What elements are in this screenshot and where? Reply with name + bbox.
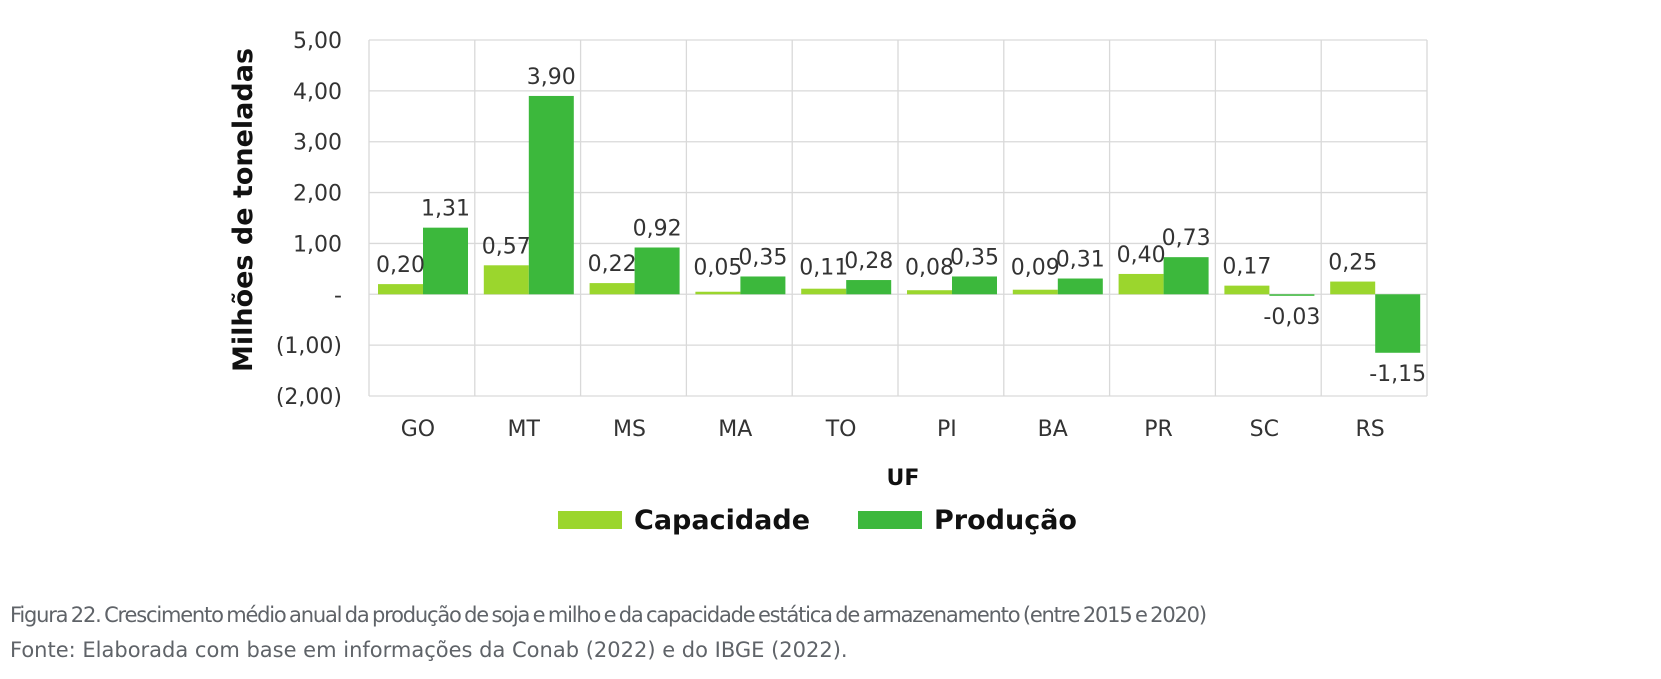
y-tick-label: 4,00 [293, 80, 342, 105]
x-tick-label: PI [937, 417, 957, 442]
x-tick-label: GO [401, 417, 435, 442]
x-tick-label: MS [613, 417, 646, 442]
y-tick-label: 5,00 [293, 29, 342, 54]
y-tick-label: - [334, 283, 342, 308]
bar-value-label: 0,09 [1011, 255, 1060, 280]
bar-value-label: 0,35 [950, 245, 999, 270]
bar-capacidade-ma [695, 291, 741, 295]
bar-value-label: 0,20 [376, 253, 425, 278]
bar-capacidade-ba [1012, 289, 1058, 295]
x-tick-label: RS [1355, 417, 1384, 442]
x-axis-label: UF [887, 466, 920, 491]
bar-produo-sc [1269, 294, 1315, 296]
x-tick-label: MA [718, 417, 752, 442]
bar-produo-ma [740, 276, 786, 295]
bar-value-label: 0,28 [844, 249, 893, 274]
x-tick-label: PR [1144, 417, 1173, 442]
legend: Capacidade Produção [558, 505, 1077, 536]
figure-source: Fonte: Elaborada com base em informações… [10, 638, 848, 662]
bar-value-label: 0,08 [905, 255, 954, 280]
bar-capacidade-pi [907, 290, 952, 295]
bar-value-label: -0,03 [1263, 305, 1320, 330]
x-tick-label: TO [825, 417, 857, 442]
bar-value-label: 1,31 [421, 197, 470, 222]
bar-produo-rs [1375, 294, 1421, 353]
legend-swatch-capacidade [558, 511, 622, 529]
y-tick-label: 1,00 [293, 232, 342, 257]
bar-capacidade-sc [1224, 285, 1270, 295]
bar-labels: 0,201,310,573,900,220,920,050,35 0,110,28… [376, 65, 1426, 387]
bar-value-label: 0,31 [1056, 248, 1105, 273]
bar-capacidade-mt [483, 265, 529, 295]
bar-capacidade-go [378, 284, 423, 295]
legend-label-capacidade: Capacidade [634, 505, 810, 536]
bar-produo-pi [952, 276, 997, 295]
bar-value-label: 0,40 [1117, 243, 1166, 268]
bar-value-label: 0,22 [588, 252, 637, 277]
x-tick-label: MT [507, 417, 540, 442]
bar-produo-mt [528, 95, 574, 295]
bar-capacidade-rs [1330, 281, 1376, 295]
bar-value-label: 3,90 [527, 65, 576, 90]
bar-produo-go [423, 227, 468, 295]
figure-caption: Figura 22. Crescimento médio anual da pr… [10, 603, 1207, 627]
y-axis-ticks: 5,00 4,00 3,00 2,00 1,00 - (1,00) (2,00) [276, 29, 342, 410]
bar-value-label: 0,11 [799, 255, 848, 280]
bar-chart: 5,00 4,00 3,00 2,00 1,00 - (1,00) (2,00) 0,20 1,… [228, 29, 1428, 536]
bars [378, 95, 1421, 353]
bar-produo-pr [1163, 257, 1209, 295]
x-axis-ticks: GO MT MS MA TO PI BA PR SC RS [401, 417, 1385, 442]
bar-value-label: -1,15 [1369, 362, 1426, 387]
y-tick-label: (1,00) [276, 334, 342, 359]
bar-capacidade-to [801, 288, 847, 295]
y-tick-label: 2,00 [293, 182, 342, 207]
y-axis-label: Milhões de toneladas [228, 48, 259, 372]
legend-swatch-producao [858, 511, 922, 529]
bar-value-label: 0,73 [1162, 226, 1211, 251]
bar-produo-ms [634, 247, 680, 295]
bar-value-label: 0,17 [1222, 255, 1271, 280]
bar-capacidade-pr [1118, 273, 1164, 295]
x-tick-label: BA [1038, 417, 1068, 442]
y-tick-label: 3,00 [293, 131, 342, 156]
bar-capacidade-ms [589, 283, 635, 295]
y-tick-label: (2,00) [276, 385, 342, 410]
bar-value-label: 0,25 [1328, 251, 1377, 276]
grid-lines [368, 39, 1428, 397]
bar-produo-to [846, 280, 892, 295]
legend-label-producao: Produção [934, 505, 1077, 536]
bar-produo-ba [1057, 278, 1103, 295]
bar-value-label: 0,92 [633, 216, 682, 241]
bar-value-label: 0,57 [482, 234, 531, 259]
bar-value-label: 0,35 [738, 245, 787, 270]
x-tick-label: SC [1250, 417, 1279, 442]
bar-value-label: 0,05 [693, 255, 742, 280]
